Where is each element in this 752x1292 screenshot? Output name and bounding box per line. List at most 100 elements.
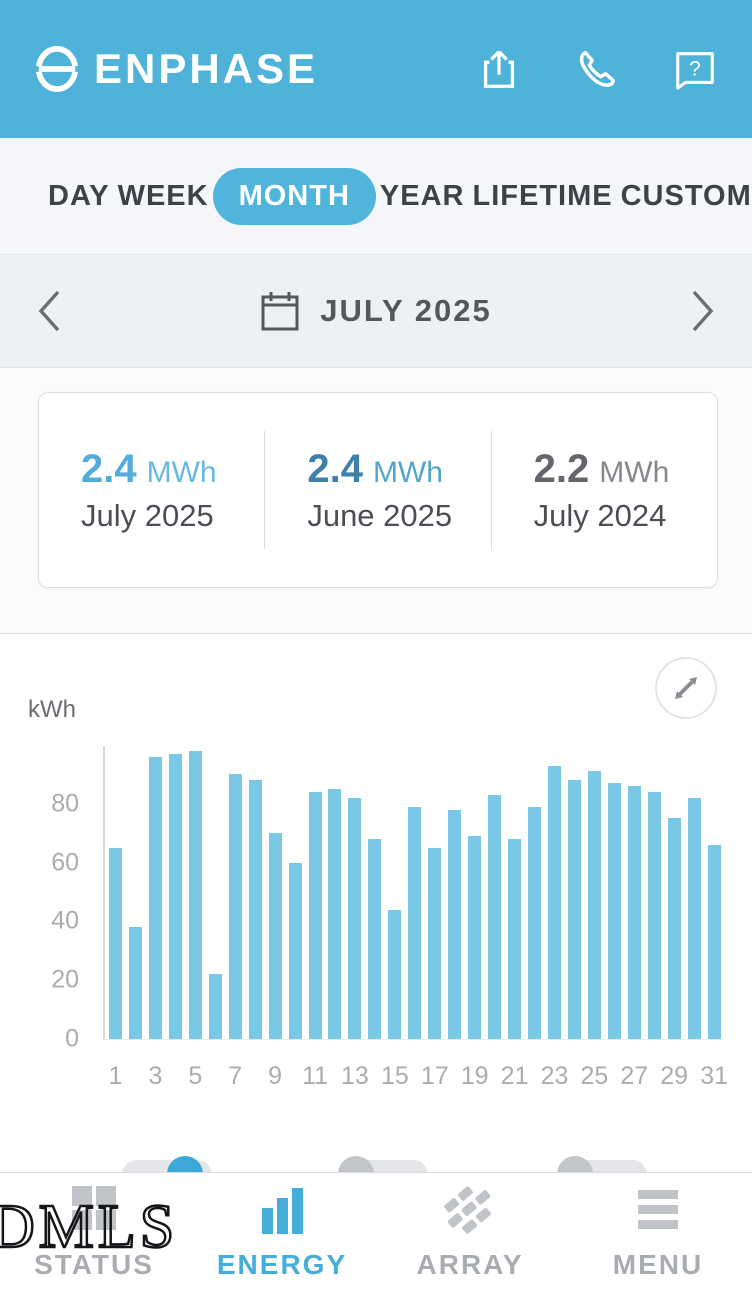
bar-day-11[interactable] bbox=[308, 792, 322, 1039]
y-tick-40: 40 bbox=[51, 906, 79, 935]
header-actions: ? bbox=[476, 46, 718, 92]
bar-day-5[interactable] bbox=[188, 751, 202, 1039]
bar-day-9[interactable] bbox=[268, 833, 282, 1039]
tab-day[interactable]: DAY bbox=[48, 179, 110, 212]
x-tick-7: 7 bbox=[228, 1062, 243, 1090]
summary-period-label: July 2025 bbox=[81, 497, 214, 533]
bottom-navbar: STATUS ENERGY ARRAY MENU bbox=[0, 1172, 752, 1292]
date-navigation: JULY 2025 bbox=[0, 255, 752, 368]
app-header: ENPHASE ? bbox=[0, 0, 752, 138]
bar-day-21[interactable] bbox=[508, 839, 522, 1039]
previous-month-button[interactable] bbox=[36, 289, 62, 333]
x-tick-31: 31 bbox=[700, 1062, 728, 1090]
x-tick-13: 13 bbox=[341, 1062, 369, 1090]
summary-column-june-2025: 2.4 MWh June 2025 bbox=[265, 447, 490, 534]
summary-divider bbox=[490, 431, 492, 549]
bar-day-31[interactable] bbox=[707, 845, 721, 1039]
summary-period-label: June 2025 bbox=[307, 497, 453, 533]
bar-day-12[interactable] bbox=[328, 789, 342, 1039]
chart-toggle-dot-3[interactable] bbox=[557, 1156, 593, 1172]
chart-section: kWh 1 3 5 7 9 11 13 15 17 19 21 23 25 27 29 31 0 20 40 60 8… bbox=[0, 634, 752, 1172]
bar-day-1[interactable] bbox=[109, 848, 122, 1039]
bar-day-30[interactable] bbox=[687, 798, 701, 1039]
chart-toggle-dot-1[interactable] bbox=[167, 1156, 203, 1172]
status-grid-icon bbox=[66, 1184, 122, 1241]
bar-day-7[interactable] bbox=[228, 774, 242, 1039]
bar-day-23[interactable] bbox=[547, 766, 561, 1039]
x-tick-19: 19 bbox=[460, 1062, 489, 1090]
x-tick-5: 5 bbox=[188, 1062, 203, 1090]
x-axis-labels: 1 3 5 7 9 11 13 15 17 19 21 23 25 27 29 31 bbox=[109, 1062, 728, 1091]
bar-day-20[interactable] bbox=[488, 795, 502, 1039]
bar-day-29[interactable] bbox=[667, 818, 681, 1039]
next-month-button[interactable] bbox=[690, 289, 716, 333]
bar-day-27[interactable] bbox=[627, 786, 641, 1039]
bar-day-13[interactable] bbox=[348, 798, 362, 1039]
bar-day-4[interactable] bbox=[168, 754, 182, 1039]
bar-day-6[interactable] bbox=[208, 974, 222, 1039]
bar-chart-plot: 1 3 5 7 9 11 13 15 17 19 21 23 25 27 29 31 0 20 40 60 80 bbox=[51, 745, 728, 1090]
bar-day-3[interactable] bbox=[148, 757, 162, 1039]
bar-day-10[interactable] bbox=[288, 863, 302, 1039]
chart-toggle-dot-2[interactable] bbox=[338, 1156, 374, 1172]
summary-value: 2.2 bbox=[533, 446, 590, 491]
date-display[interactable]: JULY 2025 bbox=[260, 289, 491, 333]
x-tick-21: 21 bbox=[500, 1062, 529, 1090]
logo-text: ENPHASE bbox=[94, 45, 319, 92]
menu-icon bbox=[630, 1184, 686, 1241]
tab-week[interactable]: WEEK bbox=[117, 179, 209, 212]
summary-column-july-2025: 2.4 MWh July 2025 bbox=[39, 447, 264, 534]
nav-item-menu[interactable]: MENU bbox=[564, 1173, 752, 1292]
bar-day-26[interactable] bbox=[607, 783, 621, 1039]
y-tick-80: 80 bbox=[51, 789, 79, 818]
bar-day-16[interactable] bbox=[408, 807, 422, 1039]
tab-year[interactable]: YEAR bbox=[379, 179, 465, 212]
phone-icon[interactable] bbox=[574, 46, 620, 92]
bar-day-24[interactable] bbox=[567, 780, 581, 1039]
help-icon[interactable]: ? bbox=[672, 46, 718, 92]
bar-day-25[interactable] bbox=[587, 771, 601, 1039]
summary-period-label: July 2024 bbox=[533, 497, 667, 533]
y-tick-60: 60 bbox=[51, 848, 79, 877]
x-tick-9: 9 bbox=[268, 1062, 283, 1090]
current-period-label: JULY 2025 bbox=[320, 293, 492, 328]
nav-label: STATUS bbox=[34, 1249, 154, 1280]
bar-day-14[interactable] bbox=[368, 839, 382, 1039]
nav-label: ENERGY bbox=[216, 1249, 348, 1280]
nav-item-array[interactable]: ARRAY bbox=[376, 1173, 564, 1292]
x-tick-17: 17 bbox=[420, 1062, 449, 1090]
x-tick-27: 27 bbox=[620, 1062, 649, 1090]
summary-value: 2.4 bbox=[81, 446, 137, 491]
bar-day-28[interactable] bbox=[647, 792, 661, 1039]
bar-series bbox=[109, 745, 721, 1039]
tab-lifetime[interactable]: LIFETIME bbox=[472, 179, 613, 212]
share-icon[interactable] bbox=[476, 46, 522, 92]
x-tick-3: 3 bbox=[148, 1062, 163, 1090]
period-tabbar: DAY WEEK MONTH YEAR LIFETIME CUSTOM bbox=[0, 138, 752, 255]
bar-day-2[interactable] bbox=[128, 927, 142, 1039]
calendar-icon bbox=[261, 292, 299, 331]
bar-day-17[interactable] bbox=[428, 848, 442, 1039]
tab-month[interactable]: MONTH bbox=[212, 167, 376, 225]
expand-chart-button[interactable] bbox=[655, 657, 717, 719]
y-tick-0: 0 bbox=[65, 1024, 79, 1053]
bar-day-15[interactable] bbox=[388, 910, 402, 1039]
bar-day-8[interactable] bbox=[248, 780, 262, 1039]
energy-summary-card: 2.4 MWh July 2025 2.4 MWh June 2025 2.2 MWh July… bbox=[38, 392, 718, 588]
nav-item-status[interactable]: STATUS bbox=[0, 1173, 188, 1292]
bar-day-18[interactable] bbox=[448, 810, 462, 1039]
x-tick-15: 15 bbox=[380, 1062, 409, 1090]
nav-item-energy[interactable]: ENERGY bbox=[188, 1173, 376, 1292]
bar-day-19[interactable] bbox=[468, 836, 482, 1039]
enphase-logo: ENPHASE bbox=[34, 45, 318, 93]
chart-unit-label: kWh bbox=[28, 696, 76, 723]
tab-custom[interactable]: CUSTOM bbox=[620, 179, 752, 212]
x-tick-23: 23 bbox=[540, 1062, 569, 1090]
x-tick-29: 29 bbox=[660, 1062, 689, 1090]
y-tick-20: 20 bbox=[51, 965, 79, 994]
bar-day-22[interactable] bbox=[528, 807, 542, 1039]
summary-section: 2.4 MWh July 2025 2.4 MWh June 2025 2.2 MWh July… bbox=[0, 368, 752, 634]
summary-column-july-2024: 2.2 MWh July 2024 bbox=[492, 447, 717, 534]
summary-unit: MWh bbox=[372, 455, 443, 489]
